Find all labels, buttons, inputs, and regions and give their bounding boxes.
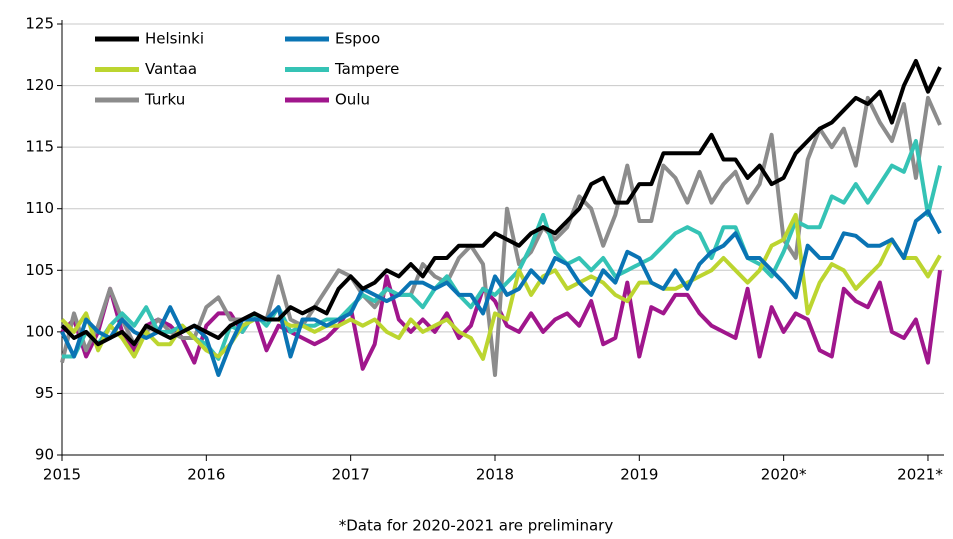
series-line — [60, 212, 942, 361]
legend-label: Vantaa — [145, 60, 197, 78]
x-tick-label: 2020* — [761, 466, 807, 484]
x-tick-label: 2017 — [332, 466, 370, 484]
legend-label: Oulu — [335, 91, 370, 109]
y-tick-label: 110 — [25, 199, 54, 217]
legend-label: Turku — [144, 91, 185, 109]
y-tick-label: 125 — [25, 15, 54, 33]
y-tick-label: 95 — [35, 384, 54, 402]
chart-note: *Data for 2020-2021 are preliminary — [339, 517, 614, 535]
y-tick-label: 100 — [25, 322, 54, 340]
y-tick-label: 105 — [25, 261, 54, 279]
legend-label: Tampere — [334, 60, 399, 78]
y-tick-label: 115 — [25, 138, 54, 156]
y-tick-label: 90 — [35, 446, 54, 464]
x-tick-label: 2015 — [43, 466, 81, 484]
x-tick-label: 2021* — [897, 466, 943, 484]
legend-label: Espoo — [335, 30, 380, 48]
series-line — [60, 209, 942, 377]
series-line — [60, 58, 942, 347]
x-tick-label: 2016 — [187, 466, 225, 484]
x-tick-label: 2019 — [620, 466, 658, 484]
series-line — [60, 95, 942, 377]
y-tick-label: 120 — [25, 76, 54, 94]
x-tick-label: 2018 — [476, 466, 514, 484]
legend-label: Helsinki — [145, 30, 204, 48]
